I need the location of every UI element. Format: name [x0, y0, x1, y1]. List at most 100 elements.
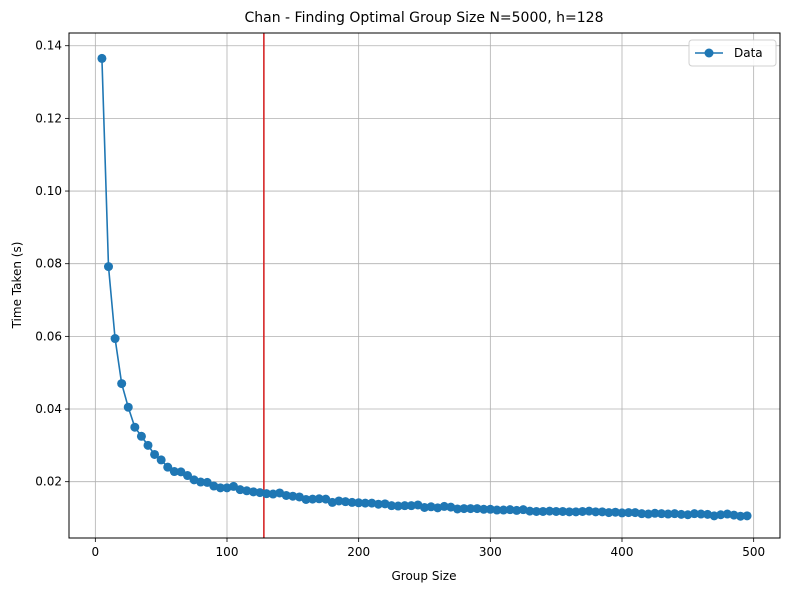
data-point	[136, 431, 146, 441]
data-point	[248, 487, 258, 497]
data-point	[308, 494, 318, 504]
data-point	[347, 497, 357, 507]
data-point	[525, 506, 535, 516]
data-point	[360, 498, 370, 508]
data-point	[545, 506, 555, 516]
data-point	[617, 508, 627, 518]
data-point	[551, 506, 561, 516]
y-tick-label: 0.04	[35, 402, 62, 416]
data-point	[485, 504, 495, 514]
data-point	[117, 379, 127, 389]
data-point	[104, 262, 113, 272]
data-point	[657, 509, 666, 519]
plot-frame	[68, 32, 781, 539]
data-point	[584, 506, 594, 516]
x-axis-ticks: 0 100 200 300 400 500	[92, 538, 765, 559]
data-point	[97, 53, 107, 63]
data-point	[202, 477, 212, 487]
y-tick-label: 0.02	[35, 475, 62, 489]
grid	[69, 33, 780, 538]
data-point	[663, 509, 673, 519]
data-point	[643, 509, 653, 519]
data-point	[512, 505, 522, 515]
data-point	[354, 498, 364, 508]
data-point	[472, 504, 482, 514]
x-axis-label: Group Size	[392, 569, 457, 583]
data-point	[670, 509, 680, 519]
data-point	[262, 489, 271, 499]
data-point	[150, 449, 160, 459]
y-axis-ticks: 0.02 0.04 0.06 0.08 0.10 0.12 0.14	[35, 39, 69, 489]
data-point	[591, 507, 601, 517]
data-point	[676, 509, 686, 519]
data-point	[571, 507, 581, 517]
data-point	[183, 471, 192, 481]
data-point	[742, 511, 752, 521]
data-point	[452, 504, 462, 514]
y-tick-label: 0.12	[35, 111, 62, 125]
data-point	[499, 505, 508, 515]
data-point	[564, 507, 574, 517]
x-tick-label: 300	[479, 545, 502, 559]
legend-box	[688, 39, 777, 67]
data-point	[420, 502, 429, 512]
data-point	[373, 499, 383, 509]
data-point	[696, 509, 706, 519]
data-point	[531, 506, 541, 516]
data-point	[123, 402, 133, 412]
data-point	[143, 440, 153, 450]
data-point	[637, 509, 647, 519]
x-tick-label: 0	[92, 545, 100, 559]
data-point	[110, 334, 120, 344]
data-point	[689, 509, 699, 519]
data-point	[538, 506, 548, 516]
data-point	[736, 511, 745, 521]
data-point	[610, 507, 620, 517]
data-point	[163, 462, 173, 472]
x-tick-label: 100	[216, 545, 239, 559]
data-point	[716, 510, 726, 520]
x-tick-label: 500	[742, 545, 765, 559]
data-point	[624, 508, 634, 518]
data-point	[459, 504, 469, 514]
data-point	[439, 501, 449, 511]
y-tick-label: 0.10	[35, 184, 62, 198]
data-point	[169, 467, 179, 477]
legend-entry-data: Data	[734, 46, 763, 60]
data-point	[650, 508, 660, 518]
data-point	[288, 491, 298, 501]
y-tick-label: 0.08	[35, 257, 62, 271]
data-point	[492, 505, 502, 515]
data-point	[597, 507, 607, 517]
data-point	[281, 490, 291, 500]
data-point	[578, 506, 587, 516]
data-point	[341, 497, 350, 507]
data-point	[156, 455, 166, 465]
data-point	[558, 506, 568, 516]
x-tick-label: 400	[611, 545, 634, 559]
data-point	[196, 477, 206, 487]
data-point	[505, 505, 515, 515]
x-tick-label: 200	[347, 545, 370, 559]
legend: Data	[688, 39, 777, 67]
data-point	[479, 504, 489, 514]
data-point	[130, 422, 140, 432]
data-point	[406, 501, 416, 511]
data-point	[393, 501, 403, 511]
data-point	[176, 467, 186, 477]
data-point	[604, 508, 614, 518]
series-layer	[97, 53, 752, 521]
y-axis-label: Time Taken (s)	[10, 242, 24, 330]
data-point	[400, 501, 410, 511]
y-tick-label: 0.06	[35, 329, 62, 343]
legend-marker-swatch	[704, 48, 714, 58]
data-point	[301, 494, 311, 504]
data-point	[314, 494, 324, 504]
data-point	[387, 501, 397, 511]
chart-title: Chan - Finding Optimal Group Size N=5000…	[245, 10, 604, 26]
data-point	[215, 483, 225, 493]
data-point	[466, 504, 476, 514]
data-point	[334, 496, 344, 506]
